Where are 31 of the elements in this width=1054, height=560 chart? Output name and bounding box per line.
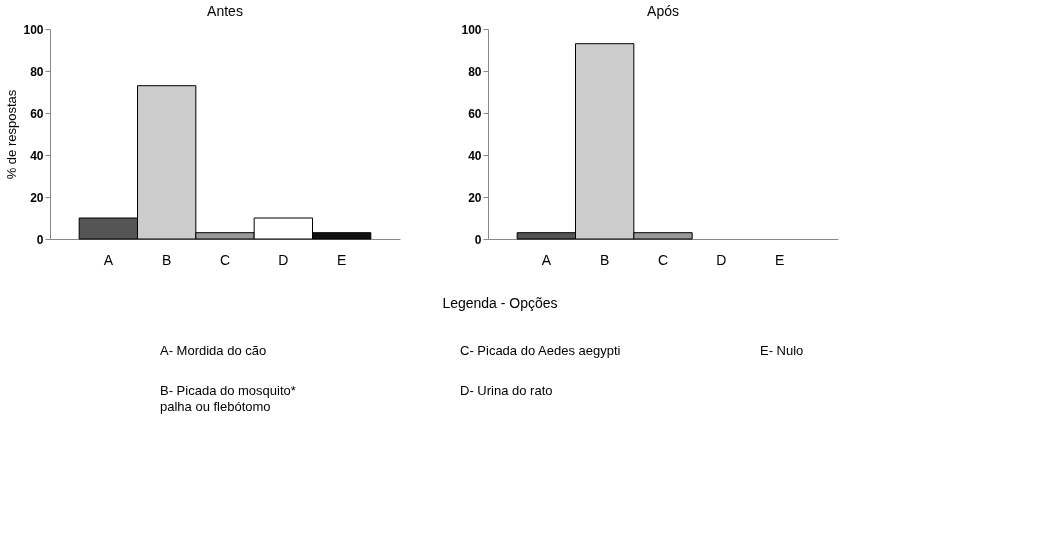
y-axis-title: % de respostas (4, 89, 20, 180)
chart-title: Após (647, 3, 679, 19)
y-tick-label: 80 (468, 64, 482, 79)
x-tick-label: C (219, 251, 231, 268)
x-tick-label: D (716, 251, 727, 268)
y-tick-label: 60 (468, 106, 482, 121)
text: C- Picada do Aedes aegypti (460, 343, 621, 358)
x-tick-label: A (541, 251, 552, 268)
y-tick-label: 80 (30, 64, 44, 79)
y-tick-label: 20 (468, 190, 482, 205)
x-tick-label: B (599, 251, 610, 268)
y-tick-label: 40 (468, 148, 482, 163)
text: B- Picada do mosquito* palha ou flebótomo (160, 383, 296, 414)
text: E- Nulo (760, 343, 804, 358)
x-tick-label: B (161, 251, 172, 268)
x-tick-label: E (336, 251, 347, 268)
y-tick-label: 0 (36, 232, 44, 247)
y-tick-label: 100 (23, 22, 44, 37)
x-tick-label: E (774, 251, 785, 268)
text: Legenda - Opções (442, 295, 558, 311)
y-tick-label: 20 (30, 190, 44, 205)
x-tick-label: A (103, 251, 114, 268)
y-tick-label: 0 (474, 232, 482, 247)
x-tick-label: D (278, 251, 289, 268)
y-tick-label: 100 (461, 22, 482, 37)
y-tick-label: 40 (30, 148, 44, 163)
text: D- Urina do rato (460, 383, 553, 398)
x-tick-label: C (657, 251, 669, 268)
chart-title: Antes (207, 3, 243, 19)
text: A- Mordida do cão (160, 343, 267, 358)
y-tick-label: 60 (30, 106, 44, 121)
